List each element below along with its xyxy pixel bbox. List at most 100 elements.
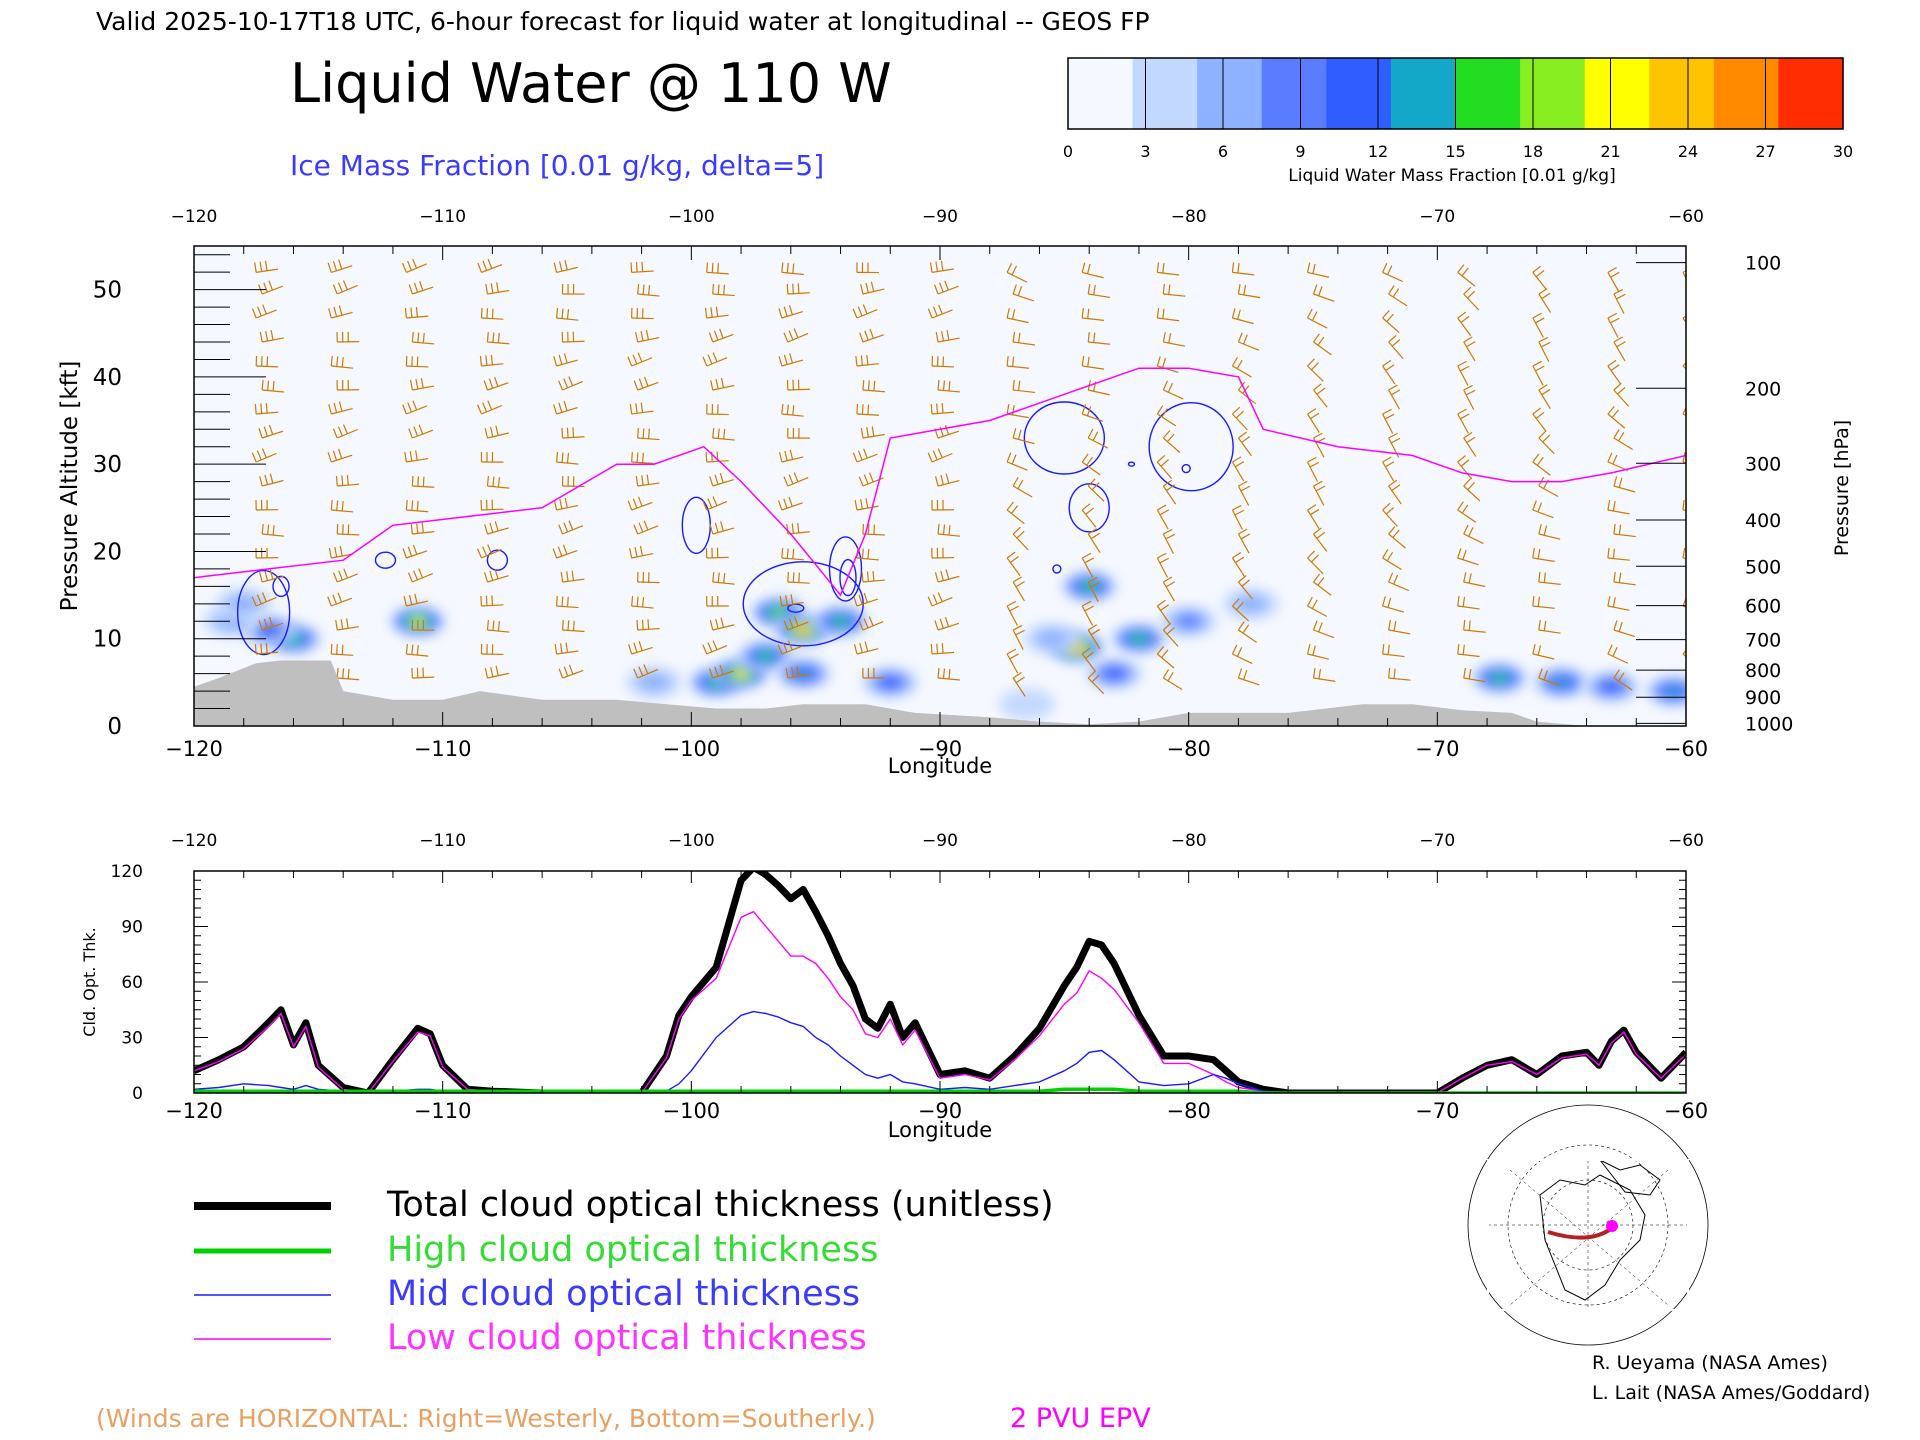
wind-barb (1388, 620, 1411, 635)
wind-barb-flag (859, 642, 863, 653)
wind-barb-flag (422, 332, 425, 344)
ice-contour (236, 569, 291, 656)
wind-barb-flag (1532, 407, 1542, 415)
wind-barb (1613, 572, 1636, 586)
wind-barb-flag (340, 619, 344, 630)
wind-barb-flag (643, 520, 649, 531)
wind-barb-flag (484, 668, 489, 679)
wind-barb-flag (568, 520, 574, 531)
wind-barb-flag (783, 476, 789, 487)
wind-barb-flag (1393, 621, 1397, 632)
wind-barb-flag (404, 452, 407, 463)
wind-barb (1006, 452, 1028, 471)
y-tick-label: 30 (93, 452, 122, 478)
wind-barb-flag (272, 380, 275, 392)
wind-barb-flag (1382, 643, 1385, 655)
wind-barb (1682, 499, 1686, 511)
wind-barb-flag (1006, 501, 1014, 511)
wind-barb (1689, 382, 1707, 403)
wind-barb-flag (409, 380, 413, 391)
wind-barb-shaft (1162, 581, 1175, 602)
wind-barb-flag (338, 448, 343, 459)
wind-barb-flag (1165, 533, 1176, 540)
wind-barb-flag (409, 451, 413, 462)
wind-barb-flag (1163, 576, 1173, 583)
wind-barb-shaft (1013, 341, 1036, 346)
wind-barb-flag (1235, 410, 1244, 419)
wind-barb (927, 592, 953, 607)
wind-barb-flag (1018, 380, 1021, 391)
wind-barb-flag (638, 522, 644, 533)
wind-barb-shaft (1307, 413, 1320, 433)
colorbar-tick-label: 27 (1755, 142, 1775, 161)
wind-barb (332, 280, 358, 295)
wind-barb-flag (411, 500, 414, 511)
wind-barb (1382, 310, 1400, 333)
wind-barb-flag (1532, 265, 1542, 273)
wind-barb (1312, 480, 1326, 506)
wind-barb (627, 496, 653, 511)
wind-barb-flag (480, 595, 483, 607)
pressure-tick-label: 200 (1745, 378, 1781, 400)
ice-contour (1068, 483, 1110, 533)
wind-barb-shaft (1607, 317, 1619, 338)
wind-barb (1087, 624, 1101, 650)
wind-barb-flag (483, 380, 489, 391)
wind-barb-shaft (412, 286, 434, 295)
wind-barb (931, 355, 955, 368)
wind-barb-shaft (1238, 293, 1261, 299)
wind-barb (633, 376, 659, 391)
wind-barb-flag (632, 498, 638, 509)
wind-barb (860, 281, 885, 295)
wind-barb-flag (415, 450, 418, 461)
wind-barb-shaft (1463, 629, 1486, 633)
wind-barb-flag (1310, 554, 1319, 563)
colorbar-cells (1068, 58, 1844, 129)
ice-contour (828, 536, 863, 602)
wind-barb-shaft (1607, 272, 1620, 292)
wind-barb-flag (856, 403, 859, 415)
wind-barb (637, 571, 660, 584)
wind-barb-flag (1243, 284, 1247, 296)
wind-barb (712, 283, 735, 297)
wind-barb-shaft (1538, 533, 1561, 540)
wind-barb (931, 499, 955, 511)
wind-barb (1081, 552, 1094, 578)
wind-barb-flag (421, 522, 424, 533)
wind-barb-flag (1460, 413, 1470, 420)
lower-bottom-x-tick-label: −90 (918, 1099, 962, 1123)
wind-barb (1231, 357, 1252, 378)
wind-barb-flag (1543, 525, 1548, 536)
wind-barb-flag (1537, 645, 1542, 656)
wind-barb (1307, 596, 1328, 618)
optical-thickness-axes: −120−120−110−110−100−100−90−90−80−80−70−… (111, 831, 1709, 1123)
wind-barb-flag (264, 570, 269, 581)
top-x-tick-label: −120 (171, 207, 218, 227)
wind-barb-flag (1541, 292, 1551, 300)
wind-barb-flag (1081, 262, 1086, 273)
liquid-water-blob (775, 657, 832, 690)
wind-barb-flag (706, 262, 709, 273)
wind-barb (403, 593, 428, 607)
wind-barb-flag (1311, 311, 1318, 321)
wind-barb (629, 402, 654, 415)
wind-barb-flag (1532, 500, 1537, 511)
wind-barb-flag (341, 644, 344, 655)
wind-barb-flag (1017, 286, 1023, 296)
wind-barb-shaft (856, 598, 879, 607)
wind-barb (1463, 336, 1476, 362)
wind-barb-flag (1310, 508, 1320, 516)
wind-barb-shaft (787, 332, 809, 343)
wind-barb-flag (1231, 308, 1236, 319)
wind-barb-flag (1536, 456, 1544, 466)
wind-barb-flag (861, 571, 864, 583)
wind-barb-flag (717, 572, 720, 583)
wind-barb-shaft (1613, 437, 1634, 450)
wind-barb (254, 643, 279, 655)
wind-barb-shaft (1082, 271, 1104, 279)
cross-section-ylabel: Pressure Altitude [kft] (57, 361, 83, 612)
wind-barb (855, 354, 879, 367)
colorbar-cell (1132, 58, 1198, 129)
lower-bottom-x-tick-label: −60 (1664, 1099, 1708, 1123)
legend-label-low: Low cloud optical thickness (387, 1318, 867, 1358)
